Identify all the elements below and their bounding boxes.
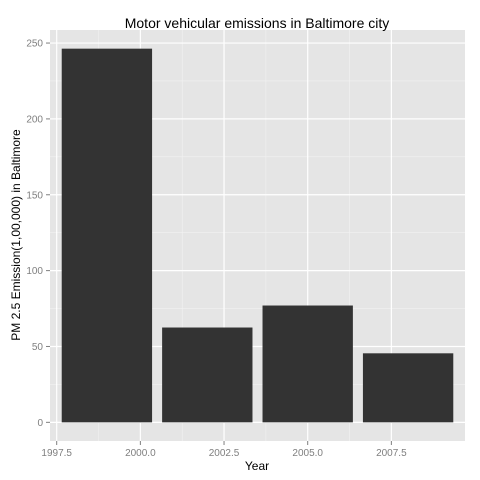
y-tick-label: 250 bbox=[26, 39, 43, 50]
y-tick-label: 0 bbox=[37, 418, 43, 429]
bars bbox=[61, 48, 454, 423]
bar bbox=[262, 305, 353, 423]
bar bbox=[61, 48, 153, 423]
y-axis-title: PM 2.5 Emission(1,00,000) in Baltimore bbox=[9, 129, 23, 341]
x-tick-label: 2002.5 bbox=[209, 448, 240, 459]
y-axis-ticks: 0 50 100 150 200 250 bbox=[26, 39, 50, 429]
y-tick-label: 100 bbox=[26, 266, 43, 277]
x-tick-label: 2000.0 bbox=[125, 448, 156, 459]
chart-title: Motor vehicular emissions in Baltimore c… bbox=[125, 15, 390, 31]
x-tick-label: 2007.5 bbox=[376, 448, 407, 459]
bar bbox=[362, 353, 454, 423]
y-tick-label: 150 bbox=[26, 190, 43, 201]
y-tick-label: 50 bbox=[32, 342, 44, 353]
bar bbox=[162, 327, 253, 423]
x-axis-ticks: 1997.5 2000.0 2002.5 2005.0 2007.5 bbox=[41, 441, 407, 459]
x-tick-label: 1997.5 bbox=[41, 448, 72, 459]
x-tick-label: 2005.0 bbox=[292, 448, 323, 459]
y-tick-label: 200 bbox=[26, 114, 43, 125]
x-axis-title: Year bbox=[245, 459, 269, 473]
